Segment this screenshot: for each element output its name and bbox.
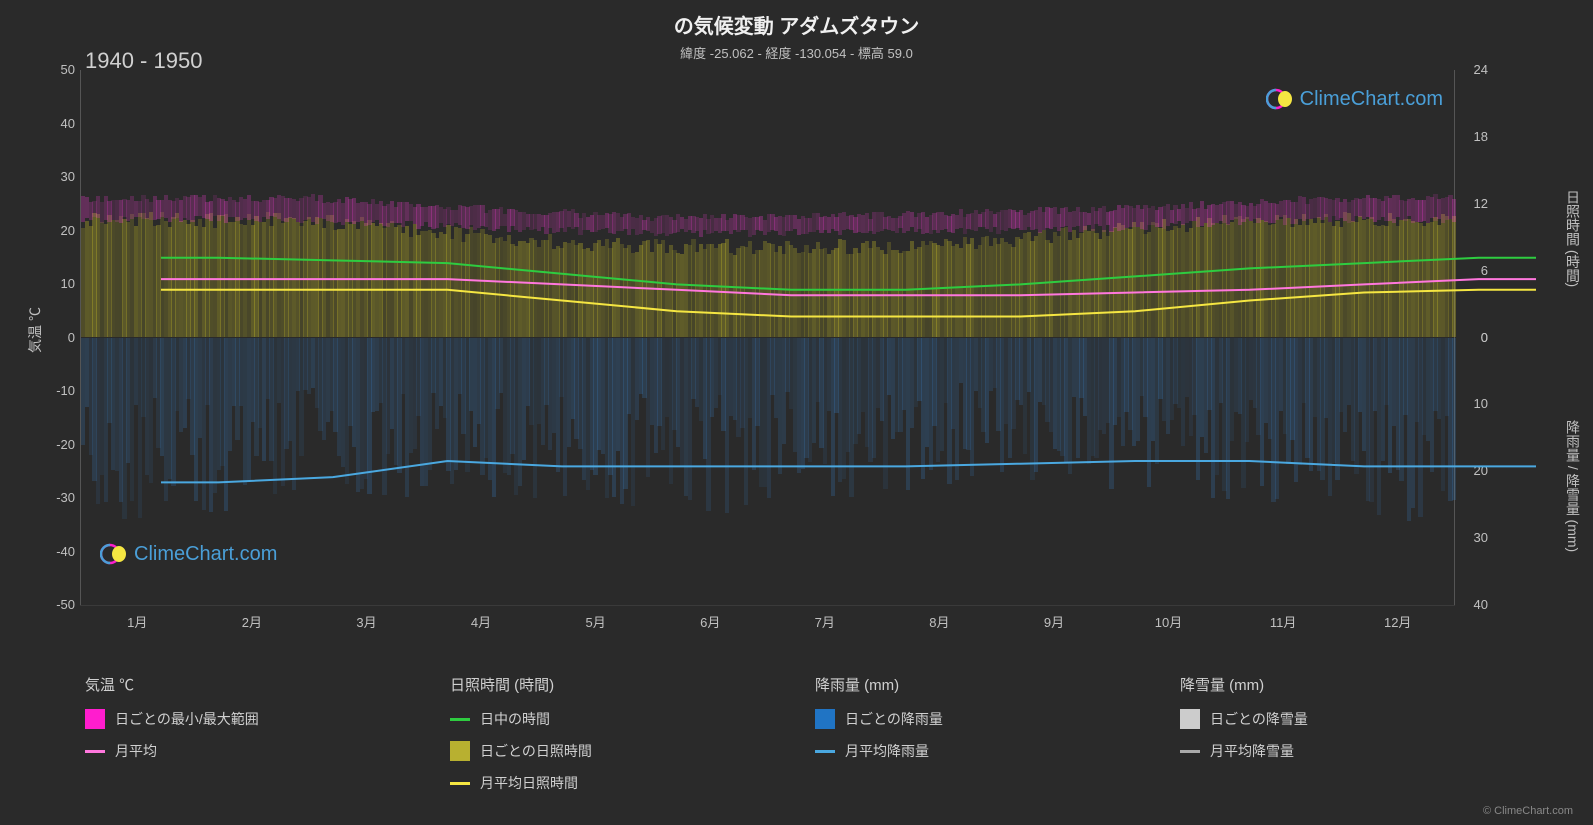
legend-line-icon xyxy=(450,718,470,721)
legend-item: 日ごとの降雨量 xyxy=(815,709,1140,729)
x-tick-month: 10月 xyxy=(1155,612,1182,631)
y-right-tick-sunshine: 6 xyxy=(1481,263,1488,278)
x-tick-month: 8月 xyxy=(929,612,949,631)
x-tick-month: 1月 xyxy=(127,612,147,631)
x-tick-month: 9月 xyxy=(1044,612,1064,631)
legend-column: 気温 ℃ 日ごとの最小/最大範囲月平均 xyxy=(85,674,410,805)
legend-swatch-icon xyxy=(85,709,105,729)
y-right-tick-sunshine: 12 xyxy=(1474,196,1488,211)
legend-label: 月平均日照時間 xyxy=(480,773,578,793)
legend-line-icon xyxy=(815,750,835,753)
y-left-tick: -20 xyxy=(45,437,75,452)
legend-item: 日ごとの日照時間 xyxy=(450,741,775,761)
y-left-tick: 0 xyxy=(45,330,75,345)
y-left-tick: -40 xyxy=(45,544,75,559)
x-tick-month: 12月 xyxy=(1384,612,1411,631)
legend-column: 日照時間 (時間) 日中の時間日ごとの日照時間月平均日照時間 xyxy=(450,674,775,805)
x-tick-month: 11月 xyxy=(1270,612,1297,631)
y-left-tick: 50 xyxy=(45,62,75,77)
legend-swatch-icon xyxy=(450,741,470,761)
y-left-tick: 40 xyxy=(45,116,75,131)
legend-item: 月平均 xyxy=(85,741,410,761)
legend: 気温 ℃ 日ごとの最小/最大範囲月平均 日照時間 (時間) 日中の時間日ごとの日照時間… xyxy=(85,674,1505,805)
legend-header: 降雪量 (mm) xyxy=(1180,674,1505,695)
legend-line-icon xyxy=(1180,750,1200,753)
y-right-tick-precip: 20 xyxy=(1474,463,1488,478)
legend-line-icon xyxy=(85,750,105,753)
watermark-top: ClimeChart.com xyxy=(1266,85,1443,113)
grid-h xyxy=(80,605,1455,606)
legend-label: 月平均降雨量 xyxy=(845,741,929,761)
x-tick-month: 4月 xyxy=(471,612,491,631)
legend-label: 日ごとの降雨量 xyxy=(845,709,943,729)
y-left-tick: 10 xyxy=(45,276,75,291)
y-left-tick: -10 xyxy=(45,383,75,398)
y-left-tick: -50 xyxy=(45,597,75,612)
legend-header: 日照時間 (時間) xyxy=(450,674,775,695)
x-tick-month: 5月 xyxy=(586,612,606,631)
y-left-tick: 20 xyxy=(45,223,75,238)
legend-line-icon xyxy=(450,782,470,785)
legend-label: 月平均 xyxy=(115,741,157,761)
legend-item: 月平均降雨量 xyxy=(815,741,1140,761)
copyright-text: © ClimeChart.com xyxy=(1483,805,1573,817)
legend-item: 日ごとの降雪量 xyxy=(1180,709,1505,729)
y-right-tick-precip: 30 xyxy=(1474,530,1488,545)
plot-area xyxy=(80,70,1455,605)
watermark-text: ClimeChart.com xyxy=(1300,88,1443,111)
y-right-tick-sunshine: 24 xyxy=(1474,62,1488,77)
legend-swatch-icon xyxy=(1180,709,1200,729)
legend-label: 日ごとの最小/最大範囲 xyxy=(115,709,259,729)
legend-label: 月平均降雪量 xyxy=(1210,741,1294,761)
y-right-tick-precip: 10 xyxy=(1474,396,1488,411)
legend-swatch-icon xyxy=(815,709,835,729)
legend-column: 降雪量 (mm) 日ごとの降雪量月平均降雪量 xyxy=(1180,674,1505,805)
x-tick-month: 3月 xyxy=(356,612,376,631)
y-right-axis-label-precip: 降雨量 / 降雪量 (mm) xyxy=(1563,420,1583,552)
legend-label: 日ごとの降雪量 xyxy=(1210,709,1308,729)
legend-header: 気温 ℃ xyxy=(85,674,410,695)
chart-subtitle: 緯度 -25.062 - 経度 -130.054 - 標高 59.0 xyxy=(0,43,1593,62)
x-tick-month: 2月 xyxy=(242,612,262,631)
y-right-tick-precip: 0 xyxy=(1481,330,1488,345)
x-tick-month: 6月 xyxy=(700,612,720,631)
y-right-tick-sunshine: 18 xyxy=(1474,129,1488,144)
y-left-tick: 30 xyxy=(45,169,75,184)
y-right-tick-precip: 40 xyxy=(1474,597,1488,612)
y-left-tick: -30 xyxy=(45,490,75,505)
logo-icon xyxy=(100,540,128,568)
watermark-bottom: ClimeChart.com xyxy=(100,540,277,568)
legend-item: 月平均降雪量 xyxy=(1180,741,1505,761)
legend-label: 日ごとの日照時間 xyxy=(480,741,592,761)
chart-title: の気候変動 アダムズタウン xyxy=(0,0,1593,39)
legend-item: 月平均日照時間 xyxy=(450,773,775,793)
legend-column: 降雨量 (mm) 日ごとの降雨量月平均降雨量 xyxy=(815,674,1140,805)
legend-header: 降雨量 (mm) xyxy=(815,674,1140,695)
watermark-text: ClimeChart.com xyxy=(134,543,277,566)
logo-icon xyxy=(1266,85,1294,113)
legend-item: 日ごとの最小/最大範囲 xyxy=(85,709,410,729)
y-right-axis-label-sunshine: 日照時間 (時間) xyxy=(1563,190,1583,287)
climate-chart: の気候変動 アダムズタウン 緯度 -25.062 - 経度 -130.054 -… xyxy=(0,0,1593,825)
legend-item: 日中の時間 xyxy=(450,709,775,729)
x-tick-month: 7月 xyxy=(815,612,835,631)
legend-label: 日中の時間 xyxy=(480,709,550,729)
y-left-axis-label: 気温 ℃ xyxy=(25,307,45,353)
